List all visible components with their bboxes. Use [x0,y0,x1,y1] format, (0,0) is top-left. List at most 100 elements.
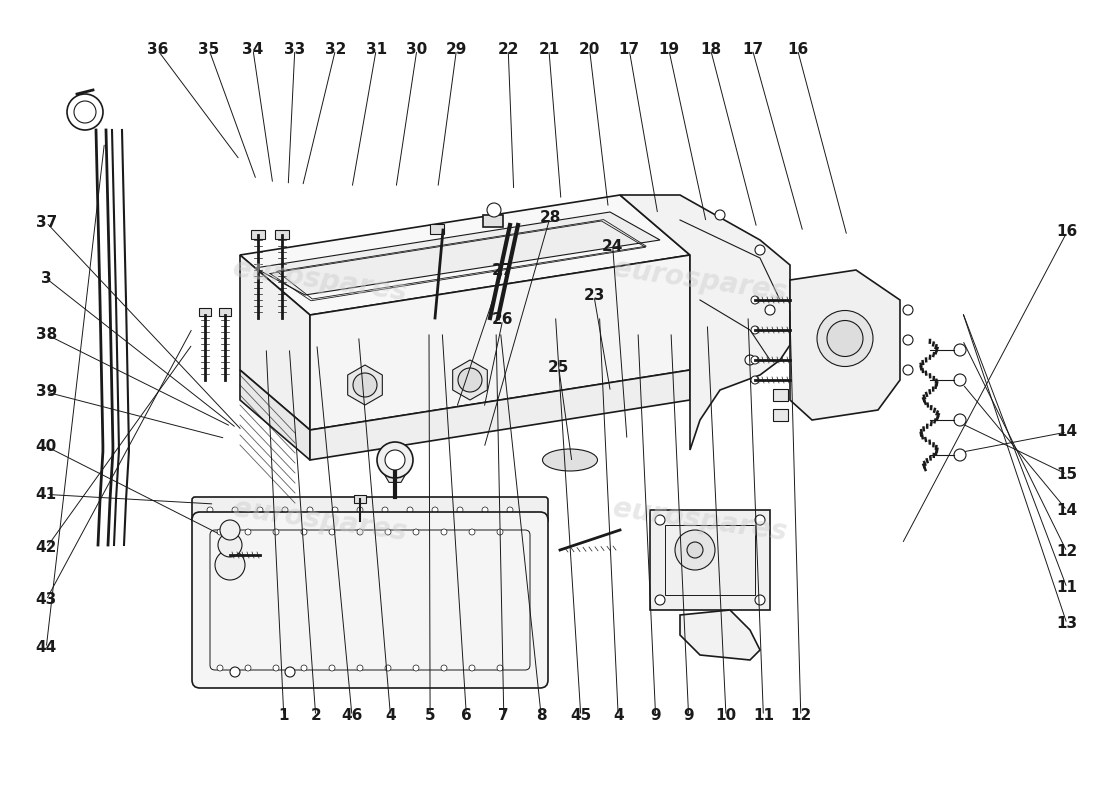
Text: 28: 28 [539,210,561,225]
Bar [219,308,231,316]
Circle shape [407,507,412,513]
Circle shape [273,665,279,671]
Text: eurospares: eurospares [612,254,789,306]
Polygon shape [240,195,690,315]
Text: 26: 26 [492,313,514,327]
Bar [430,224,444,234]
Circle shape [954,449,966,461]
Circle shape [755,245,764,255]
Circle shape [755,595,764,605]
Circle shape [217,529,223,535]
Circle shape [507,507,513,513]
Circle shape [220,520,240,540]
Text: 31: 31 [365,42,387,57]
Polygon shape [680,610,760,660]
Circle shape [301,665,307,671]
Circle shape [382,507,388,513]
Text: 2: 2 [310,709,321,723]
Circle shape [282,507,288,513]
Text: 27: 27 [492,263,514,278]
Text: 21: 21 [538,42,560,57]
Text: 5: 5 [425,709,436,723]
FancyBboxPatch shape [192,512,548,688]
Text: 41: 41 [35,487,57,502]
Text: 9: 9 [650,709,661,723]
Circle shape [385,450,405,470]
Text: 4: 4 [385,709,396,723]
Text: 11: 11 [1056,581,1078,595]
Text: 1: 1 [278,709,289,723]
Bar [251,230,265,239]
Circle shape [954,374,966,386]
Circle shape [745,355,755,365]
Circle shape [230,667,240,677]
Text: 42: 42 [35,541,57,555]
Circle shape [217,665,223,671]
Circle shape [715,210,725,220]
Text: 35: 35 [198,42,220,57]
Polygon shape [240,370,310,460]
Circle shape [654,595,666,605]
Text: 40: 40 [35,439,57,454]
Text: 16: 16 [786,42,808,57]
Polygon shape [383,462,407,482]
Text: 14: 14 [1056,503,1078,518]
Polygon shape [348,365,383,405]
Polygon shape [453,360,487,400]
Bar [650,510,770,610]
Polygon shape [310,370,690,460]
Circle shape [755,515,764,525]
Circle shape [67,94,103,130]
Text: 37: 37 [35,215,57,230]
Circle shape [412,665,419,671]
Bar [354,495,366,503]
FancyBboxPatch shape [192,497,548,523]
Text: eurospares: eurospares [612,494,789,546]
Text: 23: 23 [583,289,605,303]
Circle shape [218,533,242,557]
Circle shape [903,305,913,315]
Circle shape [358,507,363,513]
Circle shape [377,442,412,478]
Text: 24: 24 [602,239,624,254]
Circle shape [482,507,488,513]
Circle shape [307,507,314,513]
Text: 18: 18 [700,42,722,57]
Polygon shape [255,212,660,295]
Circle shape [332,507,338,513]
Circle shape [245,529,251,535]
Text: 8: 8 [536,709,547,723]
Circle shape [329,529,336,535]
Circle shape [273,529,279,535]
Circle shape [903,365,913,375]
Circle shape [954,414,966,426]
Circle shape [385,529,390,535]
Circle shape [458,368,482,392]
Text: 3: 3 [41,271,52,286]
Circle shape [751,356,759,364]
Circle shape [432,507,438,513]
Bar [199,308,211,316]
Text: 4: 4 [613,709,624,723]
Circle shape [329,665,336,671]
Text: 15: 15 [1056,467,1078,482]
Circle shape [903,335,913,345]
Bar [483,215,503,227]
Text: 38: 38 [35,327,57,342]
Circle shape [257,507,263,513]
Circle shape [412,529,419,535]
Ellipse shape [542,449,597,471]
Circle shape [751,296,759,304]
Circle shape [751,376,759,384]
Text: 9: 9 [683,709,694,723]
Circle shape [232,507,238,513]
Bar [666,525,755,595]
Circle shape [441,529,447,535]
Bar [773,389,788,401]
Text: 22: 22 [497,42,519,57]
Text: 16: 16 [1056,225,1078,239]
Text: 39: 39 [35,385,57,399]
Text: eurospares: eurospares [231,494,409,546]
Text: 14: 14 [1056,425,1078,439]
Bar [275,230,289,239]
